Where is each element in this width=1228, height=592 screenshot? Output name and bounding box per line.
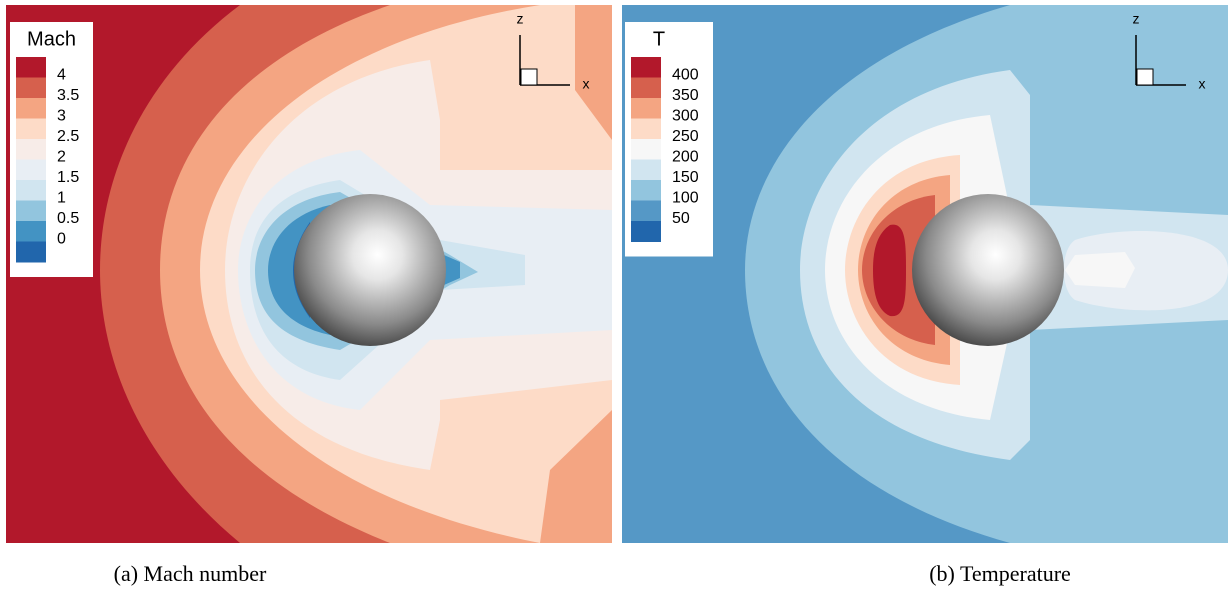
legend-label: 3 xyxy=(57,108,66,125)
legend-label: 4 xyxy=(57,67,66,84)
legend-label: 1.5 xyxy=(57,169,79,186)
legend-swatch xyxy=(631,57,661,78)
x-label: x xyxy=(1199,76,1206,92)
legend-label: 2 xyxy=(57,149,66,166)
legend-swatch xyxy=(16,98,46,119)
legend-label: 400 xyxy=(672,67,699,84)
legend-label: 2.5 xyxy=(57,128,79,145)
legend-swatch xyxy=(631,160,661,181)
legend-swatch xyxy=(16,139,46,160)
z-label: z xyxy=(1133,11,1140,27)
legend-swatch xyxy=(631,180,661,201)
legend-swatch xyxy=(16,242,46,263)
legend-title: T xyxy=(653,28,665,50)
legend-label: 300 xyxy=(672,108,699,125)
caption: (a) Mach number xyxy=(114,561,267,586)
legend-swatch xyxy=(16,201,46,222)
axis-box xyxy=(1137,69,1153,85)
legend-swatch xyxy=(16,221,46,242)
legend-swatch xyxy=(631,221,661,242)
legend-label: 0 xyxy=(57,231,66,248)
legend-label: 1 xyxy=(57,190,66,207)
x-label: x xyxy=(583,76,590,92)
legend-swatch xyxy=(631,139,661,160)
legend-label: 100 xyxy=(672,190,699,207)
legend-title: Mach xyxy=(27,28,76,50)
legend-swatch xyxy=(16,180,46,201)
legend-label: 3.5 xyxy=(57,87,79,104)
legend-label: 200 xyxy=(672,149,699,166)
caption: (b) Temperature xyxy=(929,561,1071,586)
z-label: z xyxy=(517,11,524,27)
legend-swatch xyxy=(16,119,46,140)
legend-label: 250 xyxy=(672,128,699,145)
legend-swatch xyxy=(16,78,46,99)
legend-label: 150 xyxy=(672,169,699,186)
figure: Mach 4 3.5 3 2.5 2 1.5 1 0.5 0 z x (a) Mach number T4… xyxy=(0,0,1228,592)
legend-label: 350 xyxy=(672,87,699,104)
legend-swatch xyxy=(631,78,661,99)
axis-box xyxy=(521,69,537,85)
legend-label: 0.5 xyxy=(57,210,79,227)
legend-label: 50 xyxy=(672,210,690,227)
legend-swatch xyxy=(631,119,661,140)
legend-swatch xyxy=(16,160,46,181)
legend-swatch xyxy=(631,201,661,222)
legend-swatch xyxy=(631,98,661,119)
legend-swatch xyxy=(16,57,46,78)
